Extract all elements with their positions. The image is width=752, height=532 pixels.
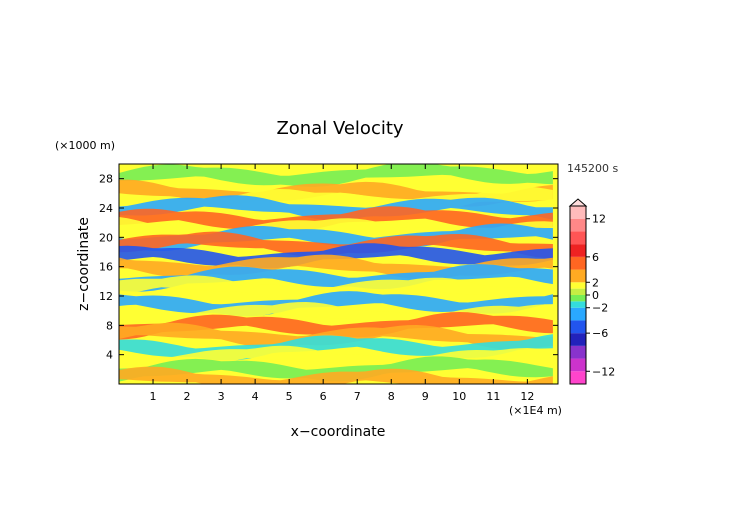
x-tick-label: 11 — [486, 390, 500, 403]
y-axis-ticks: 4 8 12 16 20 24 28 — [99, 173, 558, 362]
colorbar-level — [570, 218, 586, 232]
y-tick-label: 28 — [99, 173, 113, 186]
colorbar-tick-label: 2 — [592, 276, 599, 289]
field-band — [119, 164, 553, 187]
colorbar-level — [570, 282, 586, 289]
x-tick-label: 4 — [252, 390, 259, 403]
y-tick-label: 4 — [106, 349, 113, 362]
colorbar-tick-label: 12 — [592, 213, 606, 226]
colorbar-level — [570, 206, 586, 219]
y-tick-label: 8 — [106, 319, 113, 332]
field-band — [119, 231, 553, 259]
x-tick-label: 6 — [320, 390, 327, 403]
x-unit-label: (×1E4 m) — [509, 404, 562, 417]
y-tick-label: 20 — [99, 231, 113, 244]
colorbar: −12 −6 −202 6 12 — [568, 198, 615, 385]
colorbar-tick-label: −12 — [592, 365, 615, 378]
y-tick-label: 16 — [99, 261, 113, 274]
x-tick-label: 10 — [452, 390, 466, 403]
colorbar-level — [570, 295, 586, 302]
x-tick-label: 12 — [520, 390, 534, 403]
colorbar-tick-label: −6 — [592, 327, 608, 340]
y-unit-label: (×1000 m) — [55, 139, 115, 152]
field-band — [119, 366, 553, 384]
y-tick-label: 12 — [99, 290, 113, 303]
field-band — [119, 275, 553, 303]
time-label: 145200 s — [567, 162, 618, 175]
colorbar-level — [570, 333, 586, 346]
colorbar-level — [570, 301, 586, 308]
colorbar-level — [570, 320, 586, 334]
x-tick-label: 3 — [218, 390, 225, 403]
y-axis-label: z−coordinate — [76, 217, 92, 311]
colorbar-level — [570, 345, 586, 359]
colorbar-level — [570, 288, 586, 295]
x-tick-label: 9 — [422, 390, 429, 403]
chart-title: Zonal Velocity — [276, 118, 403, 139]
colorbar-tick-label: 0 — [592, 289, 599, 302]
colorbar-level — [570, 244, 586, 257]
field-band — [119, 223, 553, 252]
colorbar-level — [570, 231, 586, 245]
plot-frame — [118, 163, 559, 385]
field-band — [119, 264, 553, 292]
x-axis-label: x−coordinate — [291, 424, 386, 440]
x-tick-label: 5 — [286, 390, 293, 403]
field-band — [119, 195, 553, 221]
colorbar-level — [570, 371, 586, 384]
colorbar-level — [570, 307, 586, 321]
colorbar-level — [570, 256, 586, 270]
colorbar-tick-label: 6 — [592, 251, 599, 264]
x-tick-label: 7 — [354, 390, 361, 403]
field-band — [119, 312, 553, 340]
x-axis-ticks: 1 2 3 4 5 6 7 8 9 10 11 12 — [150, 164, 534, 403]
x-tick-label: 2 — [184, 390, 191, 403]
y-tick-label: 24 — [99, 202, 113, 215]
x-tick-label: 1 — [150, 390, 157, 403]
colorbar-overflow-arrow — [568, 198, 588, 207]
colorbar-tick-label: −2 — [592, 302, 608, 315]
field-band — [119, 356, 553, 382]
colorbar-level — [570, 358, 586, 372]
colorbar-level — [570, 269, 586, 283]
x-tick-label: 8 — [388, 390, 395, 403]
velocity-field — [119, 164, 558, 384]
